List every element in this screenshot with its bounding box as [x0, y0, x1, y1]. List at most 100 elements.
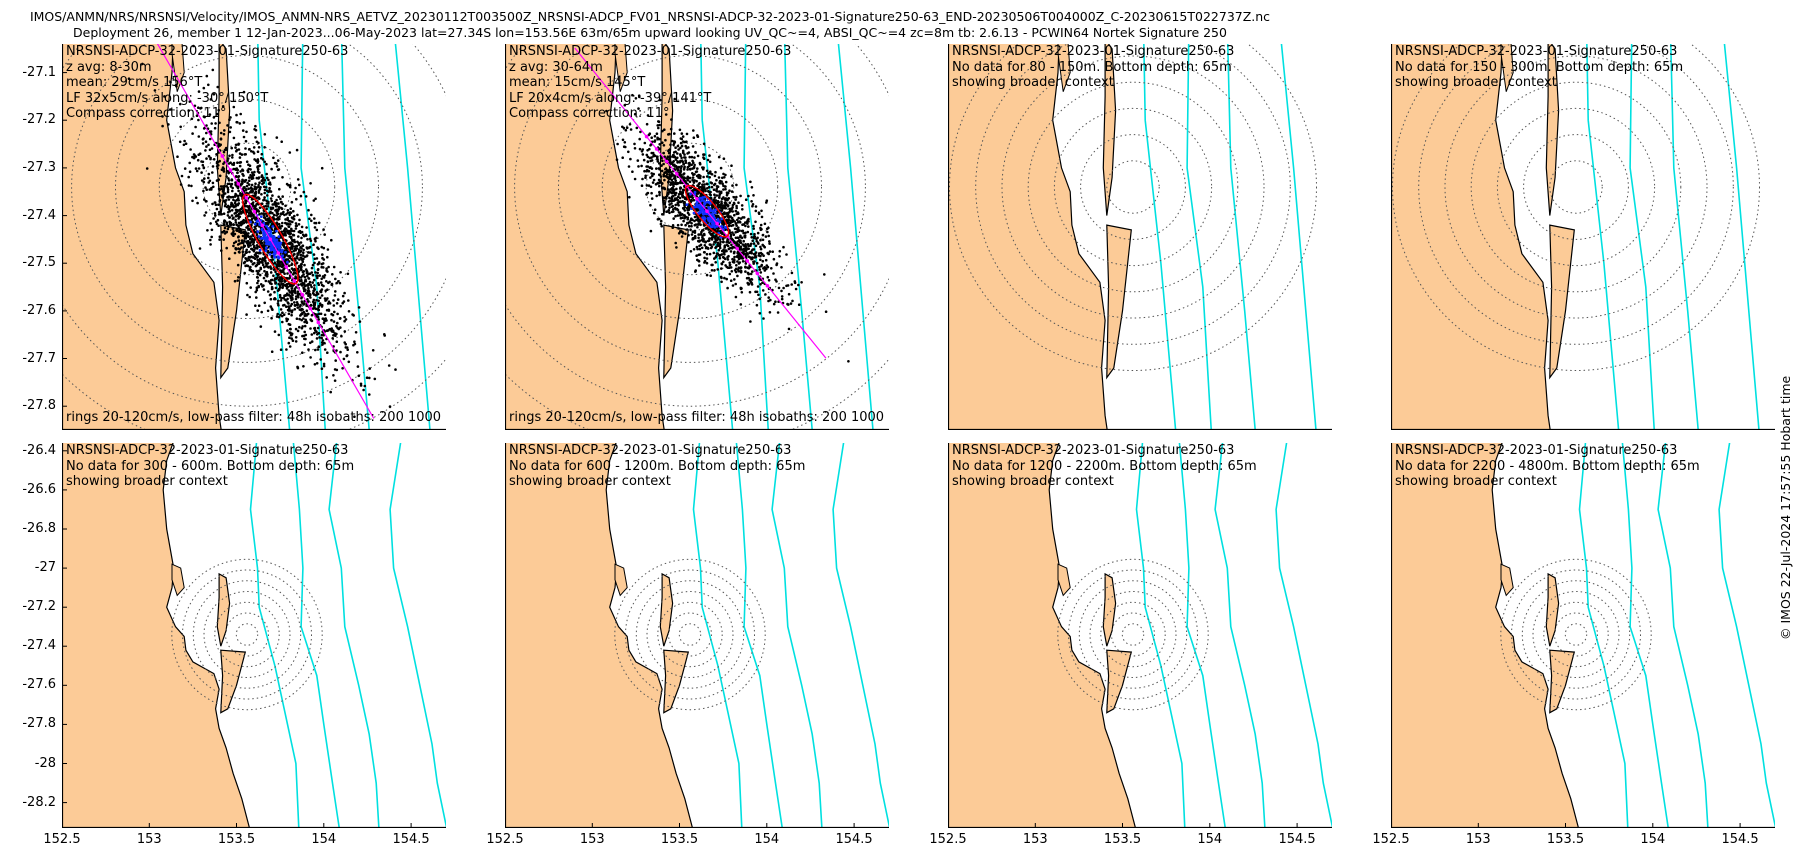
isobath-2 [1186, 44, 1213, 430]
speed-ring-2 [1080, 134, 1186, 240]
panel-7 [948, 443, 1332, 828]
bribie-island [614, 44, 628, 92]
y-tick-label: -27.2 [22, 599, 56, 615]
x-tick-label: 154 [1640, 832, 1666, 847]
speed-ring-6 [975, 44, 1291, 345]
panel-4 [1391, 44, 1775, 430]
y-tick-label: -28.2 [22, 794, 56, 810]
speed-ring-3 [657, 601, 723, 668]
panel-info-line: Compass correction: 11° [66, 106, 227, 121]
map-plot-4 [1391, 44, 1775, 430]
panel-info-line: showing broader context [509, 474, 671, 489]
y-tick-label: -27.7 [22, 350, 56, 366]
panel-info-line: z avg: 30-64m [509, 59, 603, 75]
isobath-2 [735, 443, 784, 828]
isobath-4 [837, 44, 874, 430]
panel-info-line: showing broader context [1395, 75, 1557, 90]
x-tick-label: 152.5 [486, 832, 524, 847]
panel-1 [62, 44, 446, 430]
stradbroke-island [663, 649, 690, 714]
speed-ring-7 [1500, 558, 1652, 711]
map-plot-1 [62, 44, 446, 430]
y-tick-label: -27.4 [22, 207, 56, 223]
x-tick-label: 153.5 [660, 832, 699, 847]
x-tick-label: 153.5 [1546, 832, 1585, 847]
panel-info-line: NRSNSI-ADCP-32-2023-01-Signature250-63 [66, 443, 349, 458]
bribie-island [1500, 44, 1514, 92]
speed-ring-6 [1418, 44, 1734, 345]
isobath-2 [1178, 443, 1227, 828]
panel-info-line: mean: 29cm/s 156°T [66, 75, 203, 90]
x-tick-label: 153.5 [1103, 832, 1142, 847]
isobath-4 [832, 443, 889, 828]
isobath-3 [1226, 44, 1257, 430]
isobath-4 [1275, 443, 1332, 828]
moreton-island [216, 572, 231, 647]
isobath-3 [1214, 443, 1266, 828]
isobath-3 [1657, 443, 1709, 828]
speed-ring-2 [1523, 134, 1629, 240]
panel-info-6: NRSNSI-ADCP-32-2023-01-Signature250-63 No… [509, 443, 805, 490]
isobath-4 [394, 44, 431, 430]
y-tick-label: -27.6 [22, 302, 56, 318]
panel-info-line: No data for 300 - 600m. Bottom depth: 65… [66, 458, 355, 474]
speed-ring-7 [614, 558, 766, 711]
principal-axis-1 [156, 44, 375, 419]
x-tick-label: 154.5 [1278, 832, 1316, 847]
panel-info-line: NRSNSI-ADCP-32-2023-01-Signature250-63 [509, 443, 792, 458]
bribie-island [171, 44, 185, 92]
y-tick-label: -27.4 [22, 638, 56, 654]
speed-ring-5 [1521, 580, 1631, 689]
isobath-2 [1629, 44, 1656, 430]
speed-ring-4 [1027, 81, 1239, 293]
panel-info-4: NRSNSI-ADCP-32-2023-01-Signature250-63 No… [1395, 44, 1683, 91]
speed-ring-4 [1089, 591, 1177, 678]
speed-ring-3 [1053, 107, 1213, 267]
speed-ring-1 [1564, 623, 1588, 646]
isobath-1 [1143, 44, 1177, 430]
isobath-3 [328, 443, 380, 828]
speed-ring-1 [678, 623, 702, 646]
panel-info-line: z avg: 8-30m [66, 59, 152, 75]
isobath-4 [1280, 44, 1317, 430]
moreton-island [1545, 572, 1560, 647]
land-area [505, 44, 665, 430]
isobath-1 [692, 443, 743, 828]
speed-ring-3 [214, 601, 280, 668]
figure-header-filename: IMOS/ANMN/NRS/NRSNSI/Velocity/IMOS_ANMN-… [29, 9, 1271, 24]
speed-ring-6 [1068, 569, 1198, 700]
panel-info-7: NRSNSI-ADCP-32-2023-01-Signature250-63 No… [952, 443, 1257, 490]
panel-info-line: No data for 600 - 1200m. Bottom depth: 6… [509, 458, 806, 474]
speed-ring-5 [1001, 55, 1265, 319]
credit-text: © IMOS 22-Jul-2024 17:57:55 Hobart time [1778, 375, 1793, 640]
map-plot-2 [505, 44, 889, 430]
x-tick-label: 154 [311, 832, 337, 847]
panel-2 [505, 44, 889, 430]
isobath-2 [292, 443, 341, 828]
panel-3 [948, 44, 1332, 430]
moreton-island [1102, 44, 1117, 216]
speed-ring-7 [171, 558, 323, 711]
isobath-1 [1578, 443, 1629, 828]
speed-ring-7 [949, 44, 1317, 371]
speed-ring-3 [115, 55, 379, 319]
y-tick-label: -26.8 [22, 520, 56, 536]
isobath-3 [1669, 44, 1700, 430]
principal-axis-2 [574, 47, 827, 359]
y-tick-label: -27.8 [22, 398, 56, 414]
x-tick-label: 152.5 [1372, 832, 1410, 847]
land-area [62, 443, 251, 828]
speed-ring-4 [71, 44, 423, 363]
isobath-2 [743, 44, 770, 430]
stradbroke-island [1106, 649, 1133, 714]
speed-ring-7 [1057, 558, 1209, 711]
x-tick-label: 153 [579, 832, 605, 847]
isobath-1 [1135, 443, 1186, 828]
x-tick-label: 154 [1197, 832, 1223, 847]
y-tick-label: -26.4 [22, 442, 56, 458]
y-tick-label: -27.5 [22, 255, 56, 271]
x-tick-label: 152.5 [43, 832, 81, 847]
speed-ring-4 [1532, 591, 1620, 678]
bribie-island [614, 563, 628, 597]
land-area [948, 44, 1108, 430]
